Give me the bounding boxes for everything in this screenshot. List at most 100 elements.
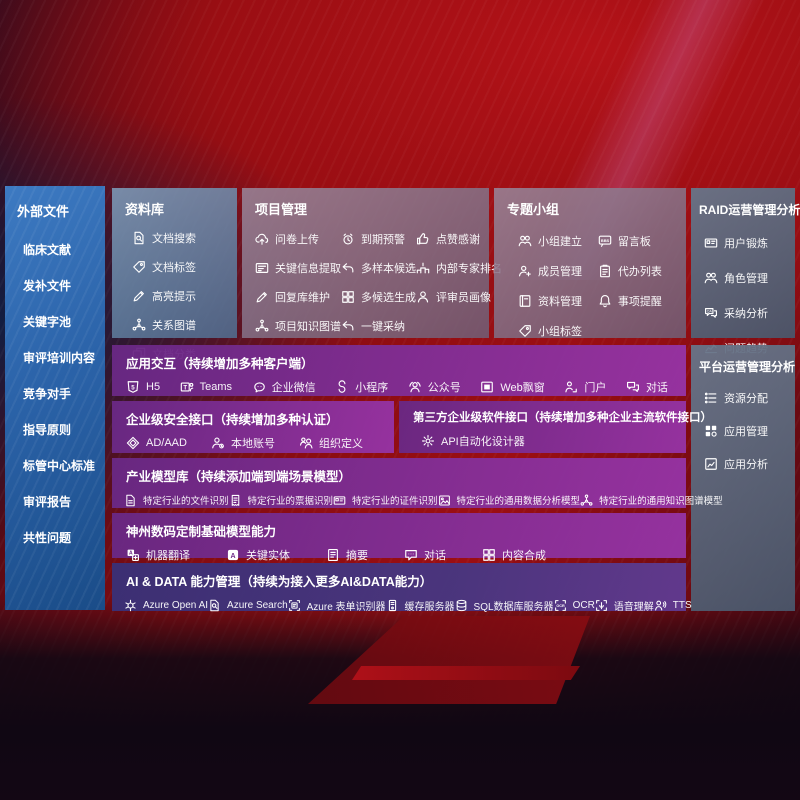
feature-item[interactable]: A 机器翻译 [126, 547, 190, 563]
feature-item[interactable]: 特定行业的通用知识图谱模型 [580, 493, 723, 507]
feature-item[interactable]: 特定行业的票据识别 [229, 493, 333, 507]
feature-item[interactable]: 问卷上传 [255, 231, 341, 247]
item-label: 共性问题 [23, 531, 72, 545]
feature-item[interactable]: 事项提醒 [598, 293, 682, 309]
feature-item[interactable]: 文档搜索 [132, 230, 237, 246]
sidebar-item[interactable]: 关键字池 [5, 313, 105, 330]
portal-icon [564, 380, 578, 394]
item-label: 代办列表 [617, 266, 662, 278]
card-icon [255, 261, 269, 275]
sidebar-item[interactable]: 竞争对手 [5, 385, 105, 402]
feature-item[interactable]: 评审员画像 [416, 289, 502, 305]
feature-item[interactable]: 关键信息提取 [255, 260, 341, 276]
feature-item[interactable]: 项目知识图谱 [255, 318, 341, 334]
feature-item[interactable]: T Teams [180, 380, 232, 394]
topic-groups-title: 专题小组 [507, 202, 560, 217]
feature-item[interactable]: 多候选生成 [341, 289, 416, 305]
item-label: 应用管理 [724, 426, 768, 438]
feature-item[interactable]: 特定行业的文件识别 [124, 493, 229, 507]
feature-item[interactable]: 内部专家排名 [416, 260, 502, 276]
feature-item[interactable]: 特定行业的通用数据分析模型 [438, 493, 580, 507]
sidebar-item[interactable]: 指导原则 [5, 421, 105, 438]
feature-item[interactable]: API自动化设计器 [421, 433, 525, 449]
project-management-grid: 问卷上传 到期预警 点赞感谢关键信息提取 多样本候选 内部专家排名回复库维护 多候选生成 评… [242, 218, 502, 334]
feature-item[interactable]: Azure Search [208, 599, 288, 612]
item-label: 缓存服务器 [404, 602, 455, 613]
feature-item[interactable]: 语音理解 [595, 598, 654, 613]
feature-item[interactable]: 企业微信 [252, 379, 316, 395]
feature-item[interactable]: 5 H5 [126, 380, 160, 394]
raid-operations-title: RAID运营管理分析 [699, 203, 800, 217]
app-interaction-list: 5 H5 T Teams 企业微信 小程序 公众号 Web飘窗 门户 对话 [112, 372, 686, 395]
alarm-icon [341, 232, 355, 246]
chat-qa-icon: QA [704, 306, 718, 320]
feature-item[interactable]: 对话 [626, 379, 668, 395]
database-icon [455, 599, 468, 612]
feature-item[interactable]: AD/AAD [126, 436, 187, 450]
feature-item[interactable]: 门户 [564, 379, 606, 395]
feature-item[interactable]: 点赞感谢 [416, 231, 502, 247]
item-label: 发补文件 [23, 279, 72, 293]
project-management-title: 项目管理 [255, 202, 308, 217]
item-label: 应用分析 [724, 459, 768, 471]
feature-item[interactable]: 用户锻炼 [704, 235, 795, 251]
bbs-icon: BBS [598, 234, 612, 248]
feature-item[interactable]: 应用管理 [704, 423, 795, 439]
feature-item[interactable]: 对话 [404, 547, 446, 563]
feature-item[interactable]: 多样本候选 [341, 260, 416, 276]
feature-item[interactable]: 一键采纳 [341, 318, 416, 334]
feature-item[interactable]: 资源分配 [704, 390, 795, 406]
org-icon [299, 436, 313, 450]
feature-item[interactable]: 小组建立 [518, 233, 598, 249]
feature-item[interactable]: 文档标签 [132, 259, 237, 275]
feature-item[interactable]: 摘要 [326, 547, 368, 563]
ocr-icon: OCR [554, 599, 567, 612]
item-label: 关键信息提取 [275, 263, 341, 275]
podium-icon [416, 261, 430, 275]
idcard-icon [704, 236, 718, 250]
feature-item[interactable]: A 关键实体 [226, 547, 290, 563]
feature-item[interactable]: Azure 表单识别器 [288, 598, 386, 613]
feature-item[interactable]: 到期预警 [341, 231, 416, 247]
person-icon [416, 290, 430, 304]
feature-item[interactable]: 代办列表 [598, 263, 682, 279]
chart-box-icon [704, 457, 718, 471]
feature-item[interactable]: 特定行业的证件识别 [333, 493, 438, 507]
feature-item[interactable]: 缓存服务器 [386, 598, 455, 613]
sidebar-item[interactable]: 审评培训内容 [5, 349, 105, 366]
feature-item[interactable]: BBS 留言板 [598, 233, 682, 249]
item-label: 高亮提示 [152, 291, 196, 303]
sidebar-item[interactable]: 共性问题 [5, 529, 105, 546]
feature-item[interactable]: 高亮提示 [132, 288, 237, 304]
feature-item[interactable]: TTS [654, 599, 692, 612]
feature-item[interactable]: SQL数据库服务器 [455, 598, 554, 613]
item-label: 文档搜索 [152, 233, 196, 245]
feature-item[interactable]: OCR OCR [554, 599, 595, 612]
feature-item[interactable]: 关系图谱 [132, 317, 237, 333]
item-label: 门户 [584, 382, 607, 394]
base-model-row: 神州数码定制基础模型能力 A 机器翻译 A 关键实体 摘要 对话 内容合成 [112, 513, 686, 562]
svg-text:5: 5 [131, 384, 135, 391]
feature-item[interactable]: Web飘窗 [480, 379, 545, 395]
feature-item[interactable]: 回复库维护 [255, 289, 341, 305]
feature-item[interactable]: 资料管理 [518, 293, 598, 309]
topic-groups-panel: 专题小组 小组建立 BBS 留言板 成员管理 代办列表资料管理 事项提醒 小组标签 [494, 188, 686, 338]
feature-item[interactable]: 公众号 [408, 379, 461, 395]
feature-item[interactable]: QA 采纳分析 [704, 305, 795, 321]
feature-item[interactable]: 本地账号 [211, 435, 275, 451]
reply-icon [341, 261, 355, 275]
sidebar-item[interactable]: 发补文件 [5, 277, 105, 294]
feature-item[interactable]: 小组标签 [518, 323, 598, 339]
sidebar-item[interactable]: 临床文献 [5, 241, 105, 258]
item-label: 特定行业的文件识别 [143, 496, 229, 507]
thirdparty-interface-list: API自动化设计器 [399, 425, 686, 449]
feature-item[interactable]: 内容合成 [482, 547, 546, 563]
sidebar-item[interactable]: 标管中心标准 [5, 457, 105, 474]
feature-item[interactable]: 角色管理 [704, 270, 795, 286]
feature-item[interactable]: 成员管理 [518, 263, 598, 279]
feature-item[interactable]: 小程序 [335, 379, 388, 395]
feature-item[interactable]: 应用分析 [704, 456, 795, 472]
sidebar-item[interactable]: 审评报告 [5, 493, 105, 510]
feature-item[interactable]: Azure Open AI [124, 599, 208, 612]
feature-item[interactable]: 组织定义 [299, 435, 363, 451]
